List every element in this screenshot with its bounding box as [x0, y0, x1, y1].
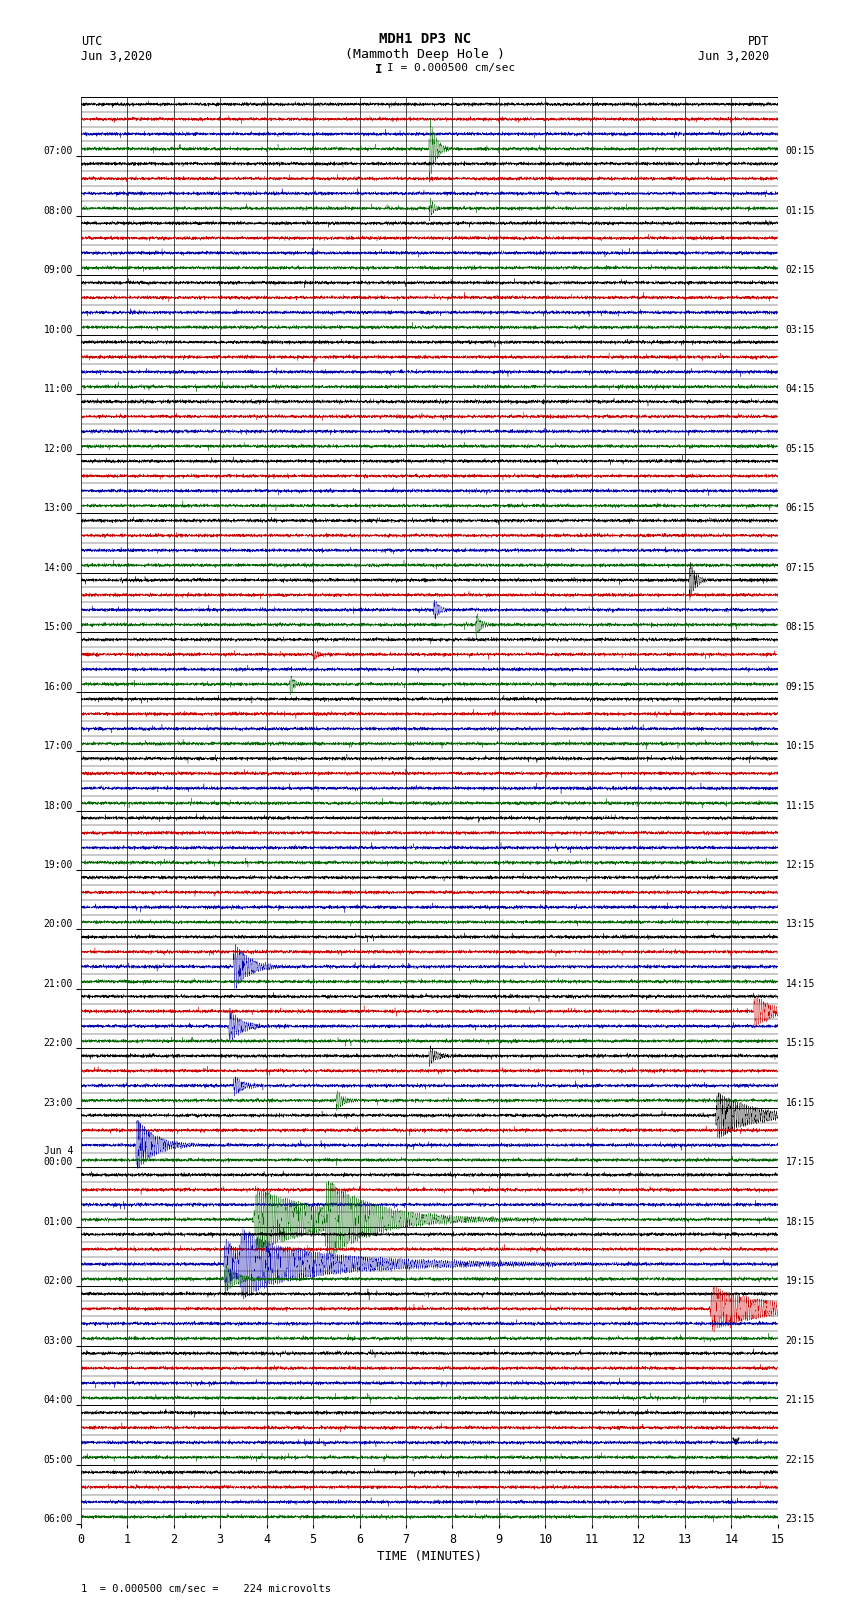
Text: PDT: PDT [748, 35, 769, 48]
Text: I: I [375, 63, 382, 76]
Text: MDH1 DP3 NC: MDH1 DP3 NC [379, 32, 471, 47]
Text: Jun 3,2020: Jun 3,2020 [698, 50, 769, 63]
Text: (Mammoth Deep Hole ): (Mammoth Deep Hole ) [345, 48, 505, 61]
Text: I = 0.000500 cm/sec: I = 0.000500 cm/sec [387, 63, 515, 73]
Text: UTC: UTC [81, 35, 102, 48]
Text: Jun 3,2020: Jun 3,2020 [81, 50, 152, 63]
Text: 1  = 0.000500 cm/sec =    224 microvolts: 1 = 0.000500 cm/sec = 224 microvolts [81, 1584, 331, 1594]
X-axis label: TIME (MINUTES): TIME (MINUTES) [377, 1550, 482, 1563]
